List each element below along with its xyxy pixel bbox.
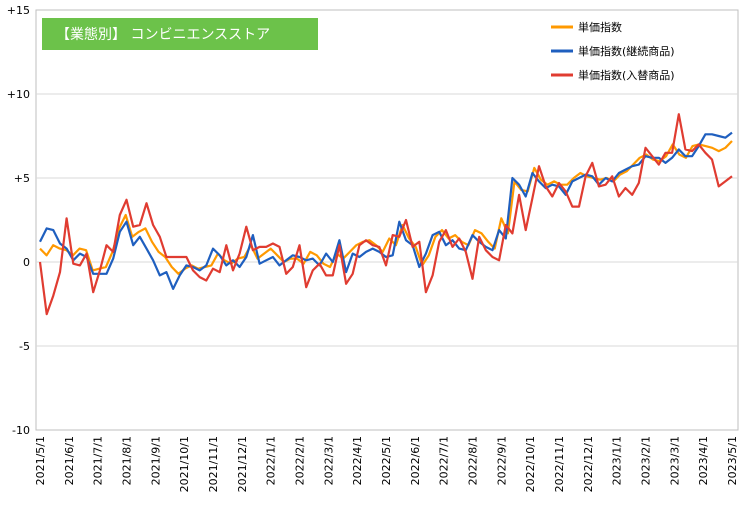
chart-title-box: 【業態別】 コンビニエンスストア xyxy=(42,18,318,50)
x-tick-label: 2021/5/1 xyxy=(34,436,47,485)
x-tick-label: 2022/7/1 xyxy=(438,436,451,485)
series-line-1 xyxy=(39,140,733,275)
x-tick-label: 2021/7/1 xyxy=(92,436,105,485)
y-tick-label: -5 xyxy=(19,340,30,353)
x-tick-label: 2021/11/1 xyxy=(207,436,220,492)
x-tick-label: 2022/11/1 xyxy=(553,436,566,492)
x-axis-ticks: 2021/5/1 2021/6/1 2021/7/1 2021/8/1 2021/9/1… xyxy=(34,436,739,492)
x-tick-label: 2021/9/1 xyxy=(149,436,162,485)
x-tick-label: 2022/9/1 xyxy=(495,436,508,485)
y-tick-label: -10 xyxy=(12,424,30,437)
x-tick-label: 2022/3/1 xyxy=(322,436,335,485)
x-tick-label: 2021/8/1 xyxy=(121,436,134,485)
x-tick-label: 2023/4/1 xyxy=(697,436,710,485)
legend-label: 単価指数 xyxy=(578,20,622,34)
series-lines xyxy=(38,113,733,316)
x-tick-label: 2023/3/1 xyxy=(668,436,681,485)
x-tick-label: 2021/6/1 xyxy=(63,436,76,485)
x-tick-label: 2022/4/1 xyxy=(351,436,364,485)
series-line-3 xyxy=(38,113,733,316)
x-tick-label: 2021/10/1 xyxy=(178,436,191,492)
y-tick-label: +10 xyxy=(7,88,30,101)
plot-area-border xyxy=(35,9,739,431)
series-line-2 xyxy=(39,131,733,290)
y-tick-label: 0 xyxy=(23,256,30,269)
x-tick-label: 2023/1/1 xyxy=(611,436,624,485)
x-tick-label: 2022/12/1 xyxy=(582,436,595,492)
y-tick-label: +15 xyxy=(7,4,30,17)
x-tick-label: 2022/8/1 xyxy=(467,436,480,485)
x-tick-label: 2021/12/1 xyxy=(236,436,249,492)
x-tick-label: 2022/6/1 xyxy=(409,436,422,485)
x-tick-label: 2022/10/1 xyxy=(524,436,537,492)
x-tick-label: 2023/2/1 xyxy=(640,436,653,485)
plot-frame xyxy=(35,9,739,431)
y-tick-label: +5 xyxy=(14,172,30,185)
x-tick-label: 2022/5/1 xyxy=(380,436,393,485)
chart-title: 【業態別】 コンビニエンスストア xyxy=(56,27,270,43)
title-background xyxy=(42,18,318,50)
y-axis-ticks: +15 +10 +5 0 -5 -10 xyxy=(7,4,30,437)
legend-label: 単価指数(継続商品) xyxy=(578,44,675,58)
x-tick-label: 2022/2/1 xyxy=(294,436,307,485)
x-tick-label: 2022/1/1 xyxy=(265,436,278,485)
legend-label: 単価指数(入替商品) xyxy=(578,68,675,82)
x-tick-label: 2023/5/1 xyxy=(726,436,739,485)
